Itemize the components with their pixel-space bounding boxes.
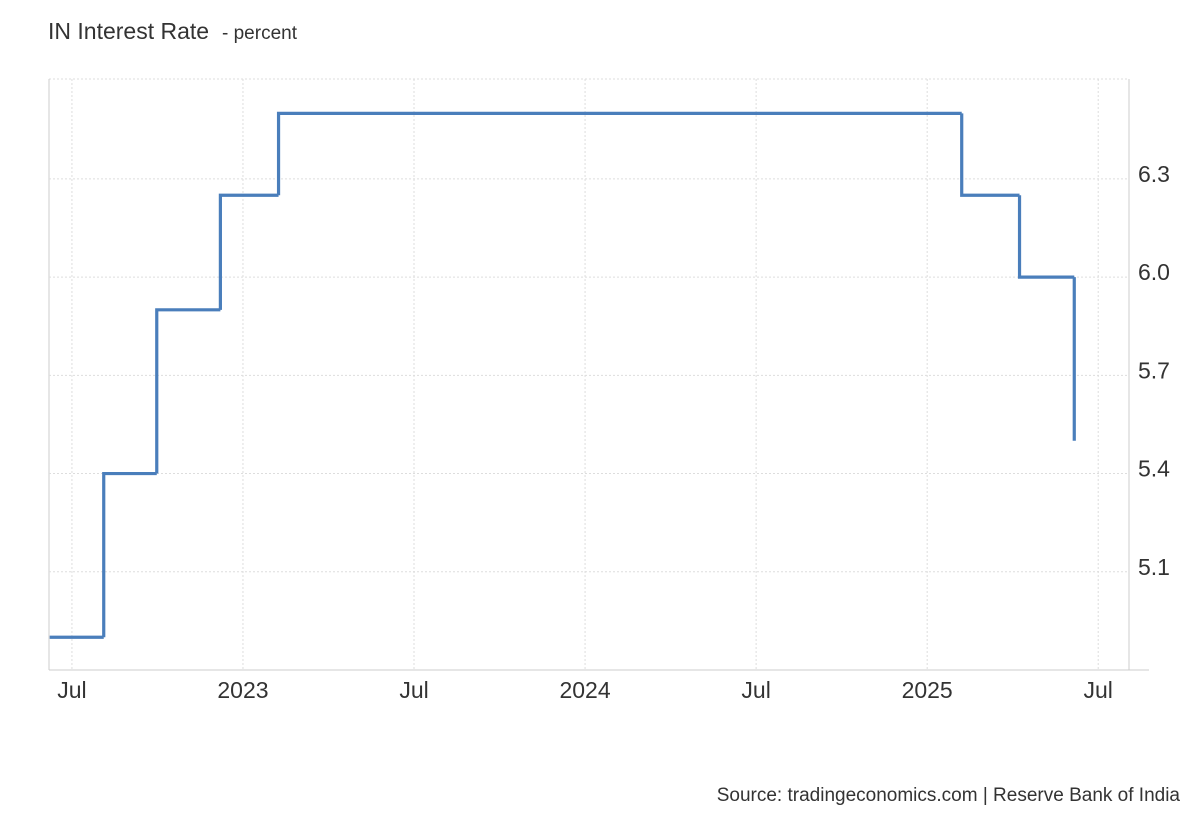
x-tick-label: 2025	[902, 677, 953, 703]
y-tick-label: 6.0	[1138, 259, 1170, 285]
y-tick-label: 5.1	[1138, 554, 1170, 580]
chart-subtitle: - percent	[222, 23, 298, 44]
x-tick-label: Jul	[1084, 677, 1113, 703]
step-segment	[1017, 195, 1075, 279]
x-tick-label: 2024	[559, 677, 610, 703]
x-tick-label: Jul	[741, 677, 770, 703]
source: Source: tradingeconomics.com | Reserve B…	[717, 785, 1181, 806]
step-segment	[102, 471, 157, 638]
step-segment	[960, 113, 1020, 197]
y-tick-label: 5.4	[1138, 456, 1170, 482]
step-segment	[155, 308, 221, 474]
x-tick-label: 2023	[217, 677, 268, 703]
x-tick-label: Jul	[57, 677, 86, 703]
step-segment	[218, 193, 279, 310]
step-segment	[276, 111, 962, 196]
chart-title: IN Interest Rate	[48, 18, 209, 44]
y-tick-label: 5.7	[1138, 357, 1170, 383]
x-tick-label: Jul	[399, 677, 428, 703]
y-tick-label: 6.3	[1138, 161, 1170, 187]
